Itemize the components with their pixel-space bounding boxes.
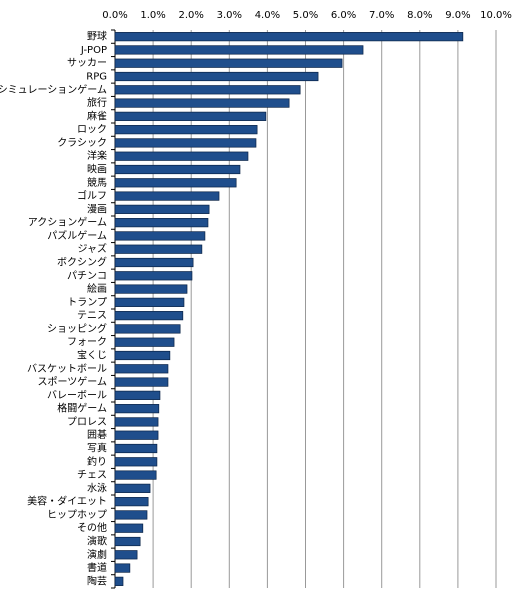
y-tick-label: 格闘ゲーム	[57, 402, 107, 415]
y-tick-label: 旅行	[87, 96, 107, 109]
y-tick-label: その他	[77, 521, 107, 534]
bar	[114, 404, 160, 414]
y-tick-label: 宝くじ	[77, 349, 107, 362]
bar	[114, 523, 144, 533]
bar	[114, 85, 301, 95]
bar	[114, 483, 151, 493]
y-tick-label: スポーツゲーム	[38, 376, 108, 388]
y-tick-label: 美容・ダイエット	[27, 495, 107, 508]
x-tick-label: 0.0%	[102, 10, 127, 21]
bar	[114, 284, 188, 294]
bar	[114, 430, 159, 440]
bar	[114, 45, 364, 55]
bar	[114, 324, 181, 334]
bar	[114, 151, 249, 161]
bar	[114, 576, 124, 586]
bar	[114, 204, 210, 214]
bar	[114, 470, 157, 480]
bar	[114, 98, 290, 108]
y-tick-label: ボクシング	[57, 256, 107, 269]
bar	[114, 111, 267, 121]
bar	[114, 231, 206, 241]
y-tick-label: 映画	[87, 164, 107, 176]
bar	[114, 390, 161, 400]
y-tick-label: 釣り	[87, 455, 107, 468]
y-tick-label: 洋楽	[87, 149, 107, 162]
y-tick-label: ジャズ	[78, 242, 108, 255]
bar	[114, 550, 138, 560]
y-tick-label: 競馬	[87, 176, 107, 189]
bar	[114, 311, 184, 321]
bar	[114, 257, 194, 268]
bar	[114, 178, 237, 188]
bar	[114, 510, 148, 520]
x-tick-label: 7.0%	[369, 10, 394, 21]
bar	[114, 457, 158, 467]
y-tick-label: 書道	[87, 561, 107, 574]
bar	[114, 364, 169, 374]
y-tick-label: フォーク	[67, 336, 107, 348]
bar	[114, 497, 149, 507]
bar	[114, 536, 141, 547]
bar	[114, 218, 209, 228]
y-tick-label: 写真	[87, 442, 107, 455]
x-tick-label: 8.0%	[407, 10, 432, 21]
bar	[114, 71, 319, 82]
y-tick-label: シミュレーションゲーム	[0, 84, 107, 96]
y-tick-label: 麻雀	[87, 109, 107, 122]
y-tick-label: ロック	[77, 124, 107, 136]
x-tick-label: 10.0%	[480, 10, 512, 21]
y-tick-label: J-POP	[80, 45, 107, 56]
bar	[114, 337, 175, 347]
y-tick-label: 漫画	[87, 203, 107, 215]
bar	[114, 443, 158, 454]
y-tick-label: 演劇	[87, 548, 107, 561]
y-tick-label: トランプ	[67, 296, 107, 308]
y-tick-label: 絵画	[87, 282, 107, 295]
y-tick-label: 囲碁	[87, 428, 107, 441]
bar	[114, 563, 131, 573]
y-tick-label: 演歌	[87, 535, 107, 548]
bar	[114, 191, 220, 201]
bar	[114, 417, 159, 427]
y-tick-label: 陶芸	[87, 574, 107, 587]
bar	[114, 377, 169, 387]
y-tick-label: ヒップホップ	[47, 509, 107, 521]
y-tick-label: パズルゲーム	[47, 229, 107, 242]
x-tick-label: 3.0%	[217, 10, 242, 21]
bar	[114, 297, 185, 307]
bar	[114, 32, 464, 42]
y-tick-label: ショッピング	[47, 322, 107, 335]
bar	[114, 244, 203, 254]
x-tick-label: 5.0%	[293, 10, 318, 21]
y-tick-label: クラシック	[57, 137, 107, 149]
y-tick-label: テニス	[77, 311, 107, 322]
y-tick-label: パチンコ	[67, 270, 107, 282]
bar	[114, 164, 241, 175]
x-tick-label: 9.0%	[445, 10, 470, 21]
y-tick-label: RPG	[86, 72, 107, 83]
bar	[114, 350, 171, 361]
x-tick-label: 2.0%	[178, 10, 203, 21]
bar	[114, 138, 257, 148]
bar	[114, 58, 343, 68]
y-tick-label: プロレス	[67, 416, 107, 428]
y-tick-label: アクションゲーム	[28, 217, 107, 229]
x-tick-label: 4.0%	[255, 10, 280, 21]
bar	[114, 125, 258, 135]
y-tick-label: 水泳	[87, 482, 107, 494]
x-tick-label: 6.0%	[331, 10, 356, 21]
y-tick-label: バレーボール	[47, 389, 107, 401]
y-tick-label: チェス	[77, 469, 107, 481]
bar	[114, 271, 193, 281]
y-tick-label: バスケットボール	[27, 363, 107, 375]
x-tick-label: 1.0%	[140, 10, 165, 21]
y-tick-label: 野球	[87, 30, 107, 43]
y-tick-label: ゴルフ	[77, 189, 107, 202]
y-tick-label: サッカー	[67, 57, 107, 69]
